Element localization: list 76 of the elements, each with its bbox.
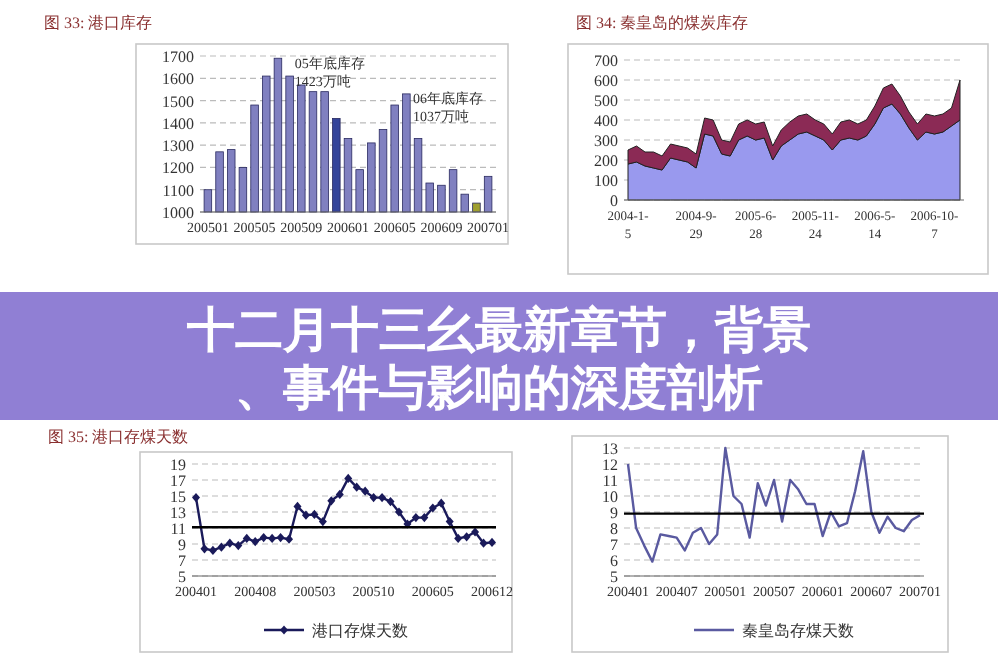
y-tick-label: 1100	[162, 181, 194, 200]
point	[234, 541, 243, 551]
y-tick-label: 9	[610, 504, 618, 522]
y-tick-label: 1000	[162, 204, 194, 222]
point	[437, 498, 446, 508]
point	[242, 533, 251, 543]
legend-label: 秦皇岛存煤天数	[742, 622, 854, 640]
chart-title: 图 34: 秦皇岛的煤炭库存	[576, 14, 749, 32]
y-tick-label: 1600	[162, 70, 194, 89]
y-tick-label: 1200	[162, 159, 194, 178]
point	[361, 486, 370, 496]
point	[318, 517, 327, 527]
point	[276, 533, 285, 543]
line-series	[626, 446, 922, 563]
point	[335, 489, 344, 499]
y-tick-label: 13	[602, 440, 618, 458]
point	[285, 534, 294, 544]
y-tick-label: 700	[594, 52, 618, 70]
point	[327, 496, 336, 506]
y-tick-label: 0	[610, 192, 618, 210]
y-tick-label: 12	[602, 456, 618, 474]
chart-title: 图 33: 港口库存	[44, 14, 153, 32]
point	[462, 532, 471, 542]
y-tick-label: 1500	[162, 92, 194, 111]
point	[344, 473, 353, 483]
point	[445, 517, 454, 527]
point	[301, 510, 310, 520]
point	[259, 533, 268, 543]
point	[200, 544, 209, 554]
point	[251, 537, 260, 547]
y-tick-label: 1400	[162, 114, 194, 133]
point	[225, 538, 234, 548]
y-tick-label: 9	[178, 536, 186, 554]
y-tick-label: 10	[602, 488, 618, 506]
y-tick-label: 400	[594, 112, 618, 130]
point	[352, 482, 361, 492]
y-tick-label: 600	[594, 72, 618, 90]
point	[378, 493, 387, 503]
text: 、事件与影响的深度剖析	[235, 360, 763, 416]
point	[217, 542, 226, 552]
y-tick-label: 7	[178, 552, 186, 570]
y-tick-label: 7	[610, 536, 618, 554]
point	[208, 545, 217, 555]
point	[192, 493, 200, 503]
point	[471, 527, 480, 537]
point	[411, 513, 420, 523]
y-tick-label: 11	[170, 520, 186, 538]
y-tick-label: 15	[170, 488, 186, 506]
point	[420, 513, 429, 523]
y-tick-label: 100	[594, 172, 618, 190]
y-tick-label: 17	[170, 472, 186, 490]
y-tick-label: 19	[170, 456, 186, 474]
y-tick-label: 1300	[162, 137, 194, 156]
y-tick-label: 6	[610, 552, 618, 570]
point	[293, 501, 302, 511]
point	[369, 493, 378, 503]
y-tick-label: 13	[170, 504, 186, 522]
point	[310, 509, 319, 519]
point	[479, 538, 488, 548]
point	[488, 537, 496, 547]
y-tick-label: 5	[178, 568, 186, 586]
y-tick-label: 1700	[162, 48, 194, 66]
text: 十二月十三幺最新章节，背景	[185, 302, 811, 358]
legend-label: 港口存煤天数	[312, 622, 408, 640]
y-tick-label: 500	[594, 92, 618, 110]
point	[268, 533, 277, 543]
chart-title: 图 35: 港口存煤天数	[48, 428, 189, 446]
y-tick-label: 200	[594, 152, 618, 170]
y-tick-label: 8	[610, 520, 618, 538]
point	[454, 533, 463, 543]
y-tick-label: 5	[610, 568, 618, 586]
point	[394, 507, 403, 517]
y-tick-label: 300	[594, 132, 618, 150]
point	[428, 503, 437, 513]
point	[386, 497, 395, 507]
y-tick-label: 11	[602, 472, 618, 490]
